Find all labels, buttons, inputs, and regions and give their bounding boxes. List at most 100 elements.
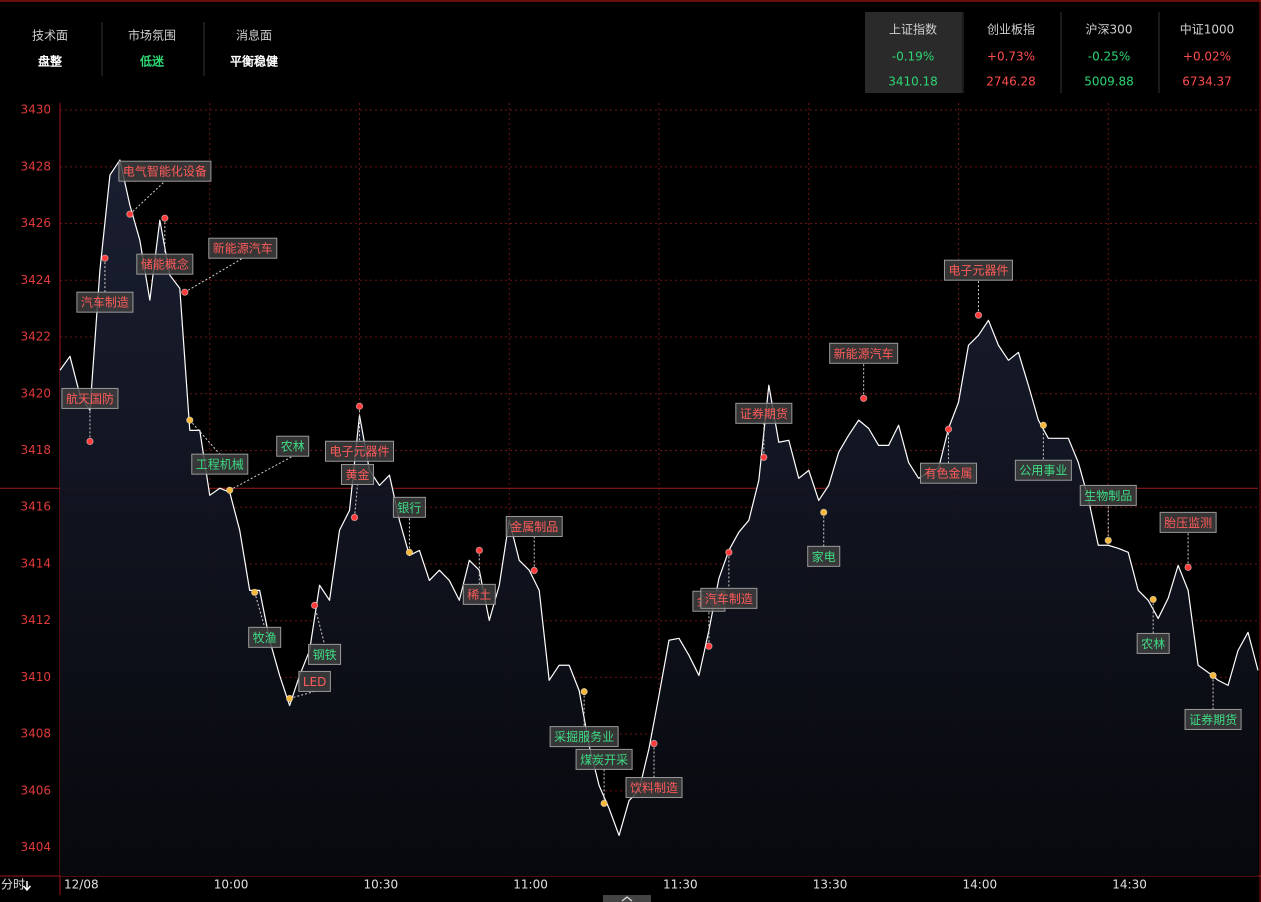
y-tick-label: 3414 — [20, 556, 51, 570]
annotation: 银行 — [392, 496, 426, 553]
annotation-dot — [310, 601, 319, 609]
annotation-box — [208, 237, 278, 259]
index-name: 创业板指 — [987, 22, 1035, 37]
annotation-label: 证券期货 — [1189, 712, 1237, 727]
x-tick-label: 11:30 — [663, 878, 698, 892]
annotation-label: 牧渔 — [253, 631, 277, 645]
annotation-label: 电气智能化设备 — [123, 164, 207, 179]
annotation: 生物制品 — [1079, 484, 1137, 541]
annotation-label: 家电 — [812, 549, 836, 564]
index-change: +0.73% — [987, 50, 1035, 64]
annotation: 家电 — [807, 512, 841, 567]
annotation-dot — [405, 548, 414, 556]
index-price: 6734.37 — [1182, 75, 1232, 89]
annotation-box — [1014, 459, 1072, 481]
index-tab[interactable]: 中证1000 +0.02% 6734.37 — [1158, 12, 1234, 93]
annotation-box — [829, 342, 899, 364]
annotation-dot — [475, 546, 483, 554]
annotation-label: 电子元器件 — [329, 445, 389, 459]
annotation: 农林 — [1136, 599, 1170, 654]
annotation-dot — [974, 311, 983, 319]
annotation-label: 新能源汽车 — [834, 346, 894, 361]
annotation-box — [1159, 511, 1217, 533]
annotation-box — [700, 587, 758, 609]
annotation-connector — [189, 419, 221, 455]
annotation-box — [943, 259, 1013, 281]
annotation-label: 银行 — [397, 501, 421, 515]
annotation-box — [324, 440, 395, 462]
collapse-arrow[interactable] — [621, 896, 633, 902]
annotation-dot — [161, 214, 169, 222]
mode-arrow[interactable] — [22, 881, 32, 892]
annotation: 钢铁 — [308, 605, 342, 665]
x-tick-label: 14:30 — [1112, 878, 1147, 892]
annotation: 证券期货 — [735, 402, 793, 458]
annotation-label: 生物制品 — [1084, 489, 1132, 503]
annotation-label: 储能概念 — [141, 257, 189, 272]
annotation-dot — [1039, 421, 1047, 429]
annotation-box — [807, 545, 841, 567]
annotation-dot — [226, 486, 234, 494]
index-tab[interactable]: 创业板指 +0.73% 2746.28 — [962, 12, 1036, 93]
annotation-box — [392, 496, 426, 518]
annotation-box — [1184, 708, 1242, 730]
annotation-dot — [186, 416, 194, 424]
annotation-label: 稀土 — [467, 588, 491, 602]
annotation-dot — [286, 694, 294, 703]
annotation-box — [191, 453, 249, 475]
annotation: 电子元器件 — [324, 406, 395, 462]
annotation-dot — [650, 739, 658, 748]
index-price: 3410.18 — [888, 75, 938, 89]
annotation-box — [920, 462, 978, 484]
annotation-box — [276, 435, 310, 457]
annotation-box — [61, 387, 119, 409]
annotation-dot — [251, 588, 259, 596]
y-tick-label: 3430 — [20, 103, 51, 117]
y-tick-label: 3424 — [20, 273, 51, 287]
x-tick-label: 13:30 — [813, 878, 848, 892]
annotation: 航天国防 — [61, 387, 119, 442]
annotation-connector — [129, 180, 166, 215]
annotation-connector — [289, 690, 315, 699]
annotation-dot — [1149, 595, 1157, 604]
index-tab[interactable]: 上证指数 -0.19% 3410.18 — [865, 12, 962, 93]
index-change: -0.19% — [892, 50, 934, 64]
annotation-label: 公用事业 — [1019, 464, 1067, 478]
mode-label[interactable]: 分时 — [1, 878, 25, 892]
annotation-dot — [1209, 671, 1217, 680]
annotation-box — [136, 253, 194, 275]
annotation-label: 汽车制造 — [705, 591, 753, 606]
y-tick-label: 3410 — [20, 670, 51, 684]
annotation-label: 钢铁 — [313, 648, 337, 662]
y-tick-label: 3406 — [20, 783, 51, 797]
annotation-dot — [820, 508, 828, 516]
area-fill — [60, 160, 1258, 876]
annotation-box — [308, 643, 342, 665]
index-change: -0.25% — [1088, 50, 1130, 64]
annotation-dot — [101, 254, 109, 262]
annotation-dot — [860, 394, 868, 402]
annotation-label: 黄金 — [346, 467, 370, 482]
collapse-tab[interactable] — [603, 895, 651, 902]
annotation-box — [735, 402, 793, 424]
x-tick-label: 10:00 — [214, 878, 249, 892]
annotation: 黄金 — [341, 463, 375, 518]
annotation-label: LED — [303, 675, 327, 689]
index-name: 上证指数 — [889, 22, 937, 37]
price-line — [59, 159, 1259, 837]
annotation: 汽车制造 — [76, 258, 134, 313]
annotation-label: 煤炭开采 — [580, 753, 628, 767]
index-tab[interactable]: 沪深300 -0.25% 5009.88 — [1060, 12, 1134, 93]
annotation-connector — [184, 257, 244, 293]
y-tick-label: 3428 — [20, 159, 51, 173]
annotation: 新能源汽车 — [184, 237, 278, 293]
annotation: 饮料制造 — [625, 743, 683, 799]
x-tick-label: 10:30 — [364, 878, 399, 892]
annotation-dot — [350, 513, 359, 522]
annotation-dot — [944, 425, 953, 433]
annotation-label: 有色金属 — [925, 466, 973, 481]
x-tick-label: 11:00 — [513, 878, 548, 892]
annotation-connector — [354, 484, 359, 518]
annotation: 电气智能化设备 — [118, 160, 212, 215]
